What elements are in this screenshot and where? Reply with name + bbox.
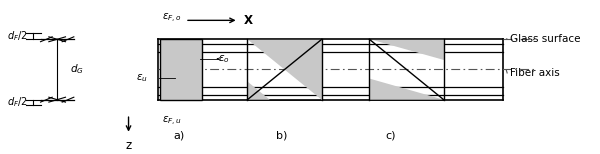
Text: $\varepsilon_{F,o}$: $\varepsilon_{F,o}$ <box>163 12 182 25</box>
Text: b): b) <box>275 130 287 140</box>
Text: $d_F/2$: $d_F/2$ <box>7 96 28 109</box>
Text: $d_F/2$: $d_F/2$ <box>7 29 28 43</box>
Text: z: z <box>125 139 131 152</box>
Polygon shape <box>247 81 270 100</box>
Text: $\varepsilon_u$: $\varepsilon_u$ <box>136 72 148 84</box>
Text: Glass surface: Glass surface <box>510 34 581 44</box>
Text: $d_G$: $d_G$ <box>70 63 84 76</box>
Text: c): c) <box>385 130 395 140</box>
Polygon shape <box>247 39 322 100</box>
Text: a): a) <box>173 130 185 140</box>
Text: $\varepsilon_{F,u}$: $\varepsilon_{F,u}$ <box>163 115 182 128</box>
Polygon shape <box>370 79 443 100</box>
Bar <box>160 39 202 100</box>
Text: $\varepsilon_o$: $\varepsilon_o$ <box>218 53 229 65</box>
Polygon shape <box>370 39 443 60</box>
Text: Fiber axis: Fiber axis <box>510 69 560 79</box>
Text: X: X <box>243 14 252 27</box>
